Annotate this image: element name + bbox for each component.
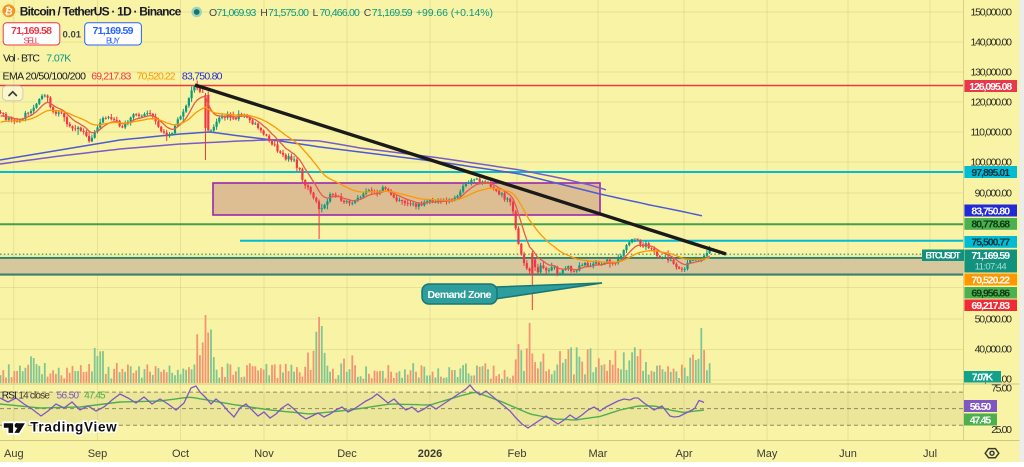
svg-text:71,575.00: 71,575.00 (268, 7, 309, 19)
svg-text:50,000.00: 50,000.00 (975, 314, 1013, 326)
svg-text:Sep: Sep (88, 448, 108, 460)
svg-text:L: L (313, 7, 319, 19)
svg-text:75.00: 75.00 (991, 383, 1012, 395)
svg-text:Dec: Dec (337, 448, 357, 460)
svg-text:71,069.93: 71,069.93 (217, 7, 257, 19)
svg-text:75,500.77: 75,500.77 (971, 237, 1010, 249)
svg-text:69,217.83: 69,217.83 (971, 300, 1010, 312)
svg-text:7.07K: 7.07K (972, 372, 994, 384)
svg-text:56.50: 56.50 (57, 390, 80, 401)
svg-text:Vol · BTC: Vol · BTC (3, 53, 40, 65)
svg-text:83,750.80: 83,750.80 (971, 205, 1010, 217)
svg-text:Jul: Jul (923, 448, 937, 460)
svg-text:Nov: Nov (254, 448, 274, 460)
svg-text:110,000.00: 110,000.00 (971, 127, 1013, 139)
svg-text:Bitcoin / TetherUS · 1D · Bina: Bitcoin / TetherUS · 1D · Binance (20, 5, 182, 19)
svg-text:Jun: Jun (839, 448, 857, 460)
svg-text:BTCUSDT: BTCUSDT (926, 250, 962, 260)
svg-text:Aug: Aug (4, 448, 24, 460)
svg-text:H: H (260, 7, 268, 19)
svg-text:90,000.00: 90,000.00 (975, 188, 1013, 200)
svg-text:71,169.59: 71,169.59 (971, 250, 1010, 262)
svg-text:83,750.80: 83,750.80 (182, 71, 223, 83)
svg-text:11:07:44: 11:07:44 (975, 261, 1007, 272)
svg-text:130,000.00: 130,000.00 (971, 67, 1013, 79)
svg-text:May: May (757, 448, 778, 460)
svg-text:25.00: 25.00 (991, 424, 1012, 436)
svg-text:SELL: SELL (24, 35, 40, 45)
svg-text:97,895.01: 97,895.01 (971, 167, 1010, 179)
svg-text:0.01: 0.01 (63, 29, 82, 40)
svg-text:47.45: 47.45 (970, 414, 992, 426)
svg-text:80,778.68: 80,778.68 (971, 219, 1010, 231)
svg-text:70,520.22: 70,520.22 (137, 71, 176, 83)
svg-text:BUY: BUY (106, 35, 120, 45)
svg-text:RSI: RSI (2, 390, 17, 401)
svg-text:TradingView: TradingView (30, 420, 117, 435)
svg-text:150,000.00: 150,000.00 (971, 7, 1013, 19)
svg-text:40,000.00: 40,000.00 (975, 344, 1013, 356)
svg-text:47.45: 47.45 (84, 390, 106, 401)
svg-text:7.07K: 7.07K (46, 53, 71, 65)
svg-text:14 close: 14 close (18, 390, 50, 401)
svg-text:70,520.22: 70,520.22 (971, 274, 1010, 286)
svg-text:Apr: Apr (675, 448, 692, 460)
svg-text:56.50: 56.50 (970, 401, 992, 413)
svg-text:126,095.08: 126,095.08 (969, 81, 1012, 93)
svg-text:71,169.59: 71,169.59 (372, 7, 413, 19)
svg-text:70,466.00: 70,466.00 (320, 7, 361, 19)
svg-text:120,000.00: 120,000.00 (971, 97, 1013, 109)
svg-text:Mar: Mar (589, 448, 608, 460)
svg-text:Oct: Oct (172, 448, 189, 460)
svg-text:C: C (364, 7, 372, 19)
svg-text:69,217.83: 69,217.83 (91, 71, 131, 83)
svg-text:2026: 2026 (418, 448, 442, 460)
svg-text:140,000.00: 140,000.00 (971, 37, 1013, 49)
svg-text:+99.66 (+0.14%): +99.66 (+0.14%) (416, 7, 493, 19)
svg-text:EMA 20/50/100/200: EMA 20/50/100/200 (3, 71, 87, 83)
svg-text:Demand Zone: Demand Zone (428, 289, 492, 301)
svg-text:69,956.86: 69,956.86 (971, 288, 1010, 300)
svg-text:Feb: Feb (508, 448, 527, 460)
